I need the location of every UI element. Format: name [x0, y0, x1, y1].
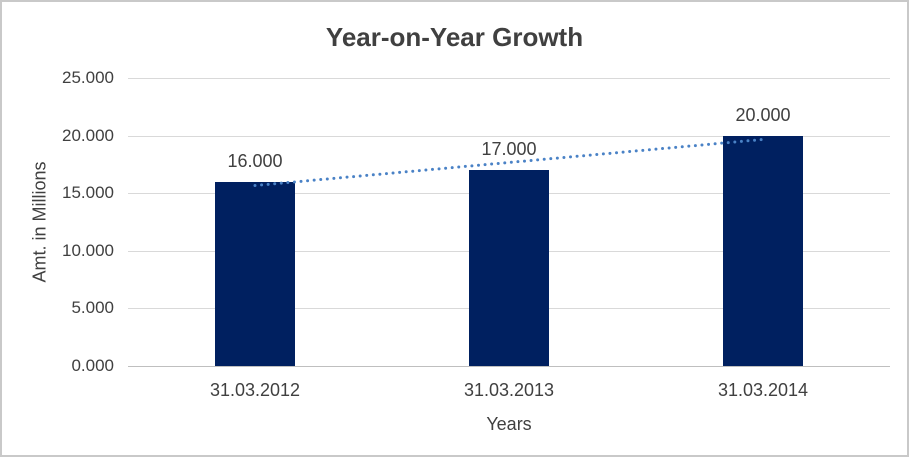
bar [723, 135, 803, 366]
bar-value-label: 20.000 [735, 104, 791, 125]
y-tick-label: 20.000 [62, 125, 114, 145]
bar-value-label: 17.000 [481, 139, 537, 160]
gridline [128, 78, 890, 79]
x-axis-title: Years [486, 414, 532, 434]
x-tick-label: 31.03.2012 [209, 380, 301, 400]
x-tick-label: 31.03.2014 [717, 380, 809, 400]
trendline-layer [253, 137, 765, 188]
y-tick-label: 0.000 [71, 356, 114, 375]
chart-title: Year-on-Year Growth [325, 22, 584, 52]
y-tick-label: 15.000 [62, 183, 114, 203]
x-axis-line [128, 366, 890, 367]
bar [469, 170, 549, 366]
bar-value-label: 16.000 [227, 150, 283, 171]
x-tick-label: 31.03.2013 [463, 380, 555, 400]
y-axis-title: Amt. in Millions [29, 161, 50, 283]
bar [215, 181, 295, 366]
gridline [128, 135, 890, 137]
plot-area [128, 78, 890, 367]
y-tick-label: 25.000 [62, 68, 114, 87]
y-tick-label: 5.000 [71, 298, 114, 318]
y-tick-label: 10.000 [62, 240, 114, 260]
trendline [253, 137, 765, 188]
